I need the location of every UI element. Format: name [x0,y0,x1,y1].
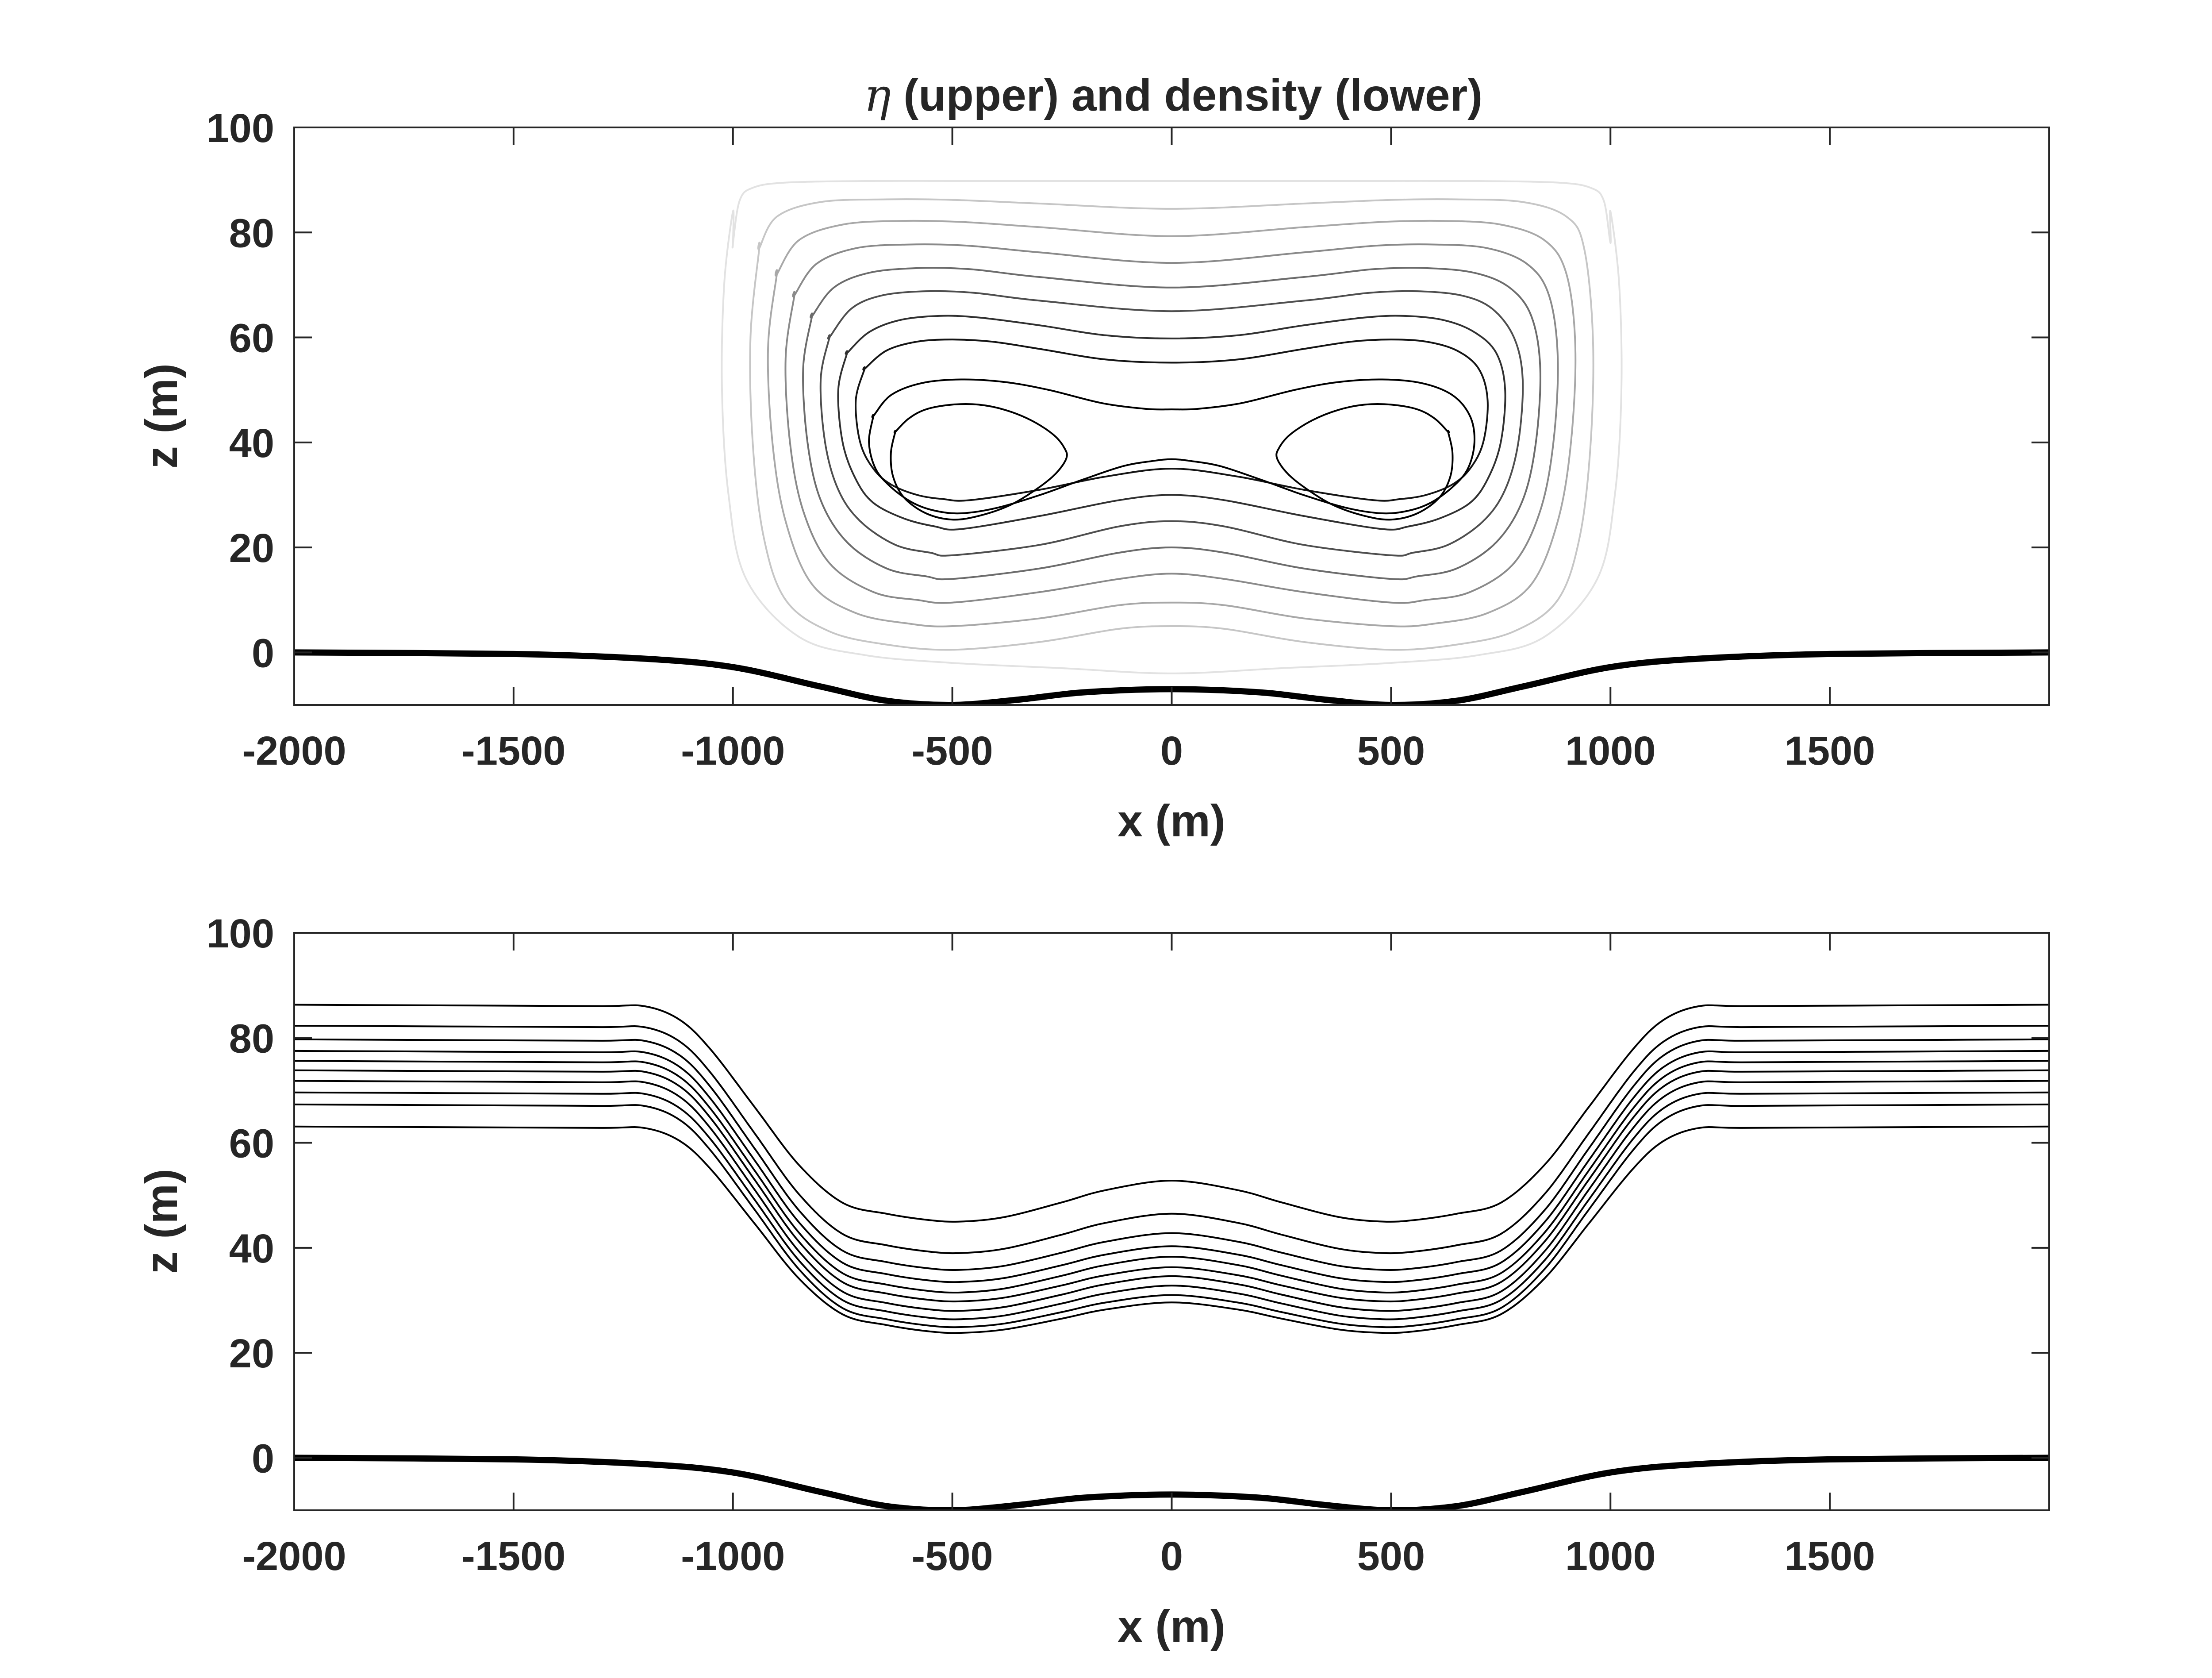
upper-panel: -2000 -1500 -1000 -500 0 500 1000 1500 0 20 40 60 80… [136,106,2050,846]
lower-ytick-label: 100 [207,911,275,956]
isopycnal-line [294,1038,2049,1271]
isopycnal-line [294,1069,2049,1303]
lower-xtick-label: -500 [912,1534,993,1579]
isopycnal-line [294,1004,2049,1223]
upper-xlabel: x (m) [1118,796,1225,846]
isopycnal-line [294,1025,2049,1255]
upper-ylabel: z (m) [136,363,187,469]
lower-plot-area [294,1004,2049,1510]
lower-ticks: -2000 -1500 -1000 -500 0 500 1000 1500 0 20 40 60 80… [207,911,2049,1579]
eta-contour-line [890,403,1068,521]
lower-xtick-label: 500 [1357,1534,1425,1579]
eta-contour-line [819,290,1524,557]
upper-xtick-label: -500 [912,728,993,774]
upper-xtick-label: 1000 [1565,728,1656,774]
upper-xtick-label: 0 [1160,728,1183,774]
lower-ytick-label: 20 [229,1331,274,1376]
upper-ytick-label: 100 [207,106,275,151]
eta-contour-line [837,315,1506,531]
lower-ylabel: z (m) [136,1169,187,1274]
upper-xtick-label: 1500 [1785,728,1875,774]
isopycnal-line [294,1050,2049,1283]
eta-contour-line [855,339,1489,502]
eta-contour-line [802,267,1541,581]
lower-xtick-label: -1500 [461,1534,565,1579]
eta-contour-line [721,180,1623,674]
eta-contour-line [749,198,1594,651]
lower-ytick-label: 0 [252,1436,274,1481]
lower-ytick-label: 80 [229,1016,274,1061]
upper-xtick-label: 500 [1357,728,1425,774]
lower-isopycnals [294,1004,2049,1510]
isopycnal-line [294,1080,2049,1312]
upper-ytick-label: 60 [229,316,274,361]
upper-ytick-label: 40 [229,421,274,466]
isopycnal-line [294,1103,2049,1328]
lower-xtick-label: 1000 [1565,1534,1656,1579]
chart-title: η (upper) and density (lower) [864,69,1483,122]
eta-contour-line [1275,403,1454,521]
eta-contour-line [767,219,1577,627]
upper-ytick-label: 80 [229,211,274,256]
eta-contour-line [784,243,1559,604]
isopycnal-line [294,1125,2049,1334]
title-text: (upper) and density (lower) [891,70,1482,120]
upper-xtick-label: -1500 [461,728,565,774]
isopycnal-line [294,1091,2049,1320]
upper-xtick-label: -2000 [242,728,346,774]
isopycnal-line [294,1060,2049,1294]
upper-ticks: -2000 -1500 -1000 -500 0 500 1000 1500 0 20 40 60 80… [207,106,2049,774]
upper-ytick-label: 20 [229,526,274,571]
lower-xtick-label: 1500 [1785,1534,1875,1579]
lower-xlabel: x (m) [1118,1601,1225,1651]
upper-ytick-label: 0 [252,631,274,676]
lower-xtick-label: -1000 [681,1534,785,1579]
upper-xtick-label: -1000 [681,728,785,774]
lower-xtick-label: 0 [1160,1534,1183,1579]
lower-ytick-label: 60 [229,1121,274,1166]
lower-xtick-label: -2000 [242,1534,346,1579]
lower-ytick-label: 40 [229,1226,274,1271]
lower-panel: -2000 -1500 -1000 -500 0 500 1000 1500 0 20 40 60 80… [136,911,2050,1651]
title-eta-symbol: η [864,69,891,122]
